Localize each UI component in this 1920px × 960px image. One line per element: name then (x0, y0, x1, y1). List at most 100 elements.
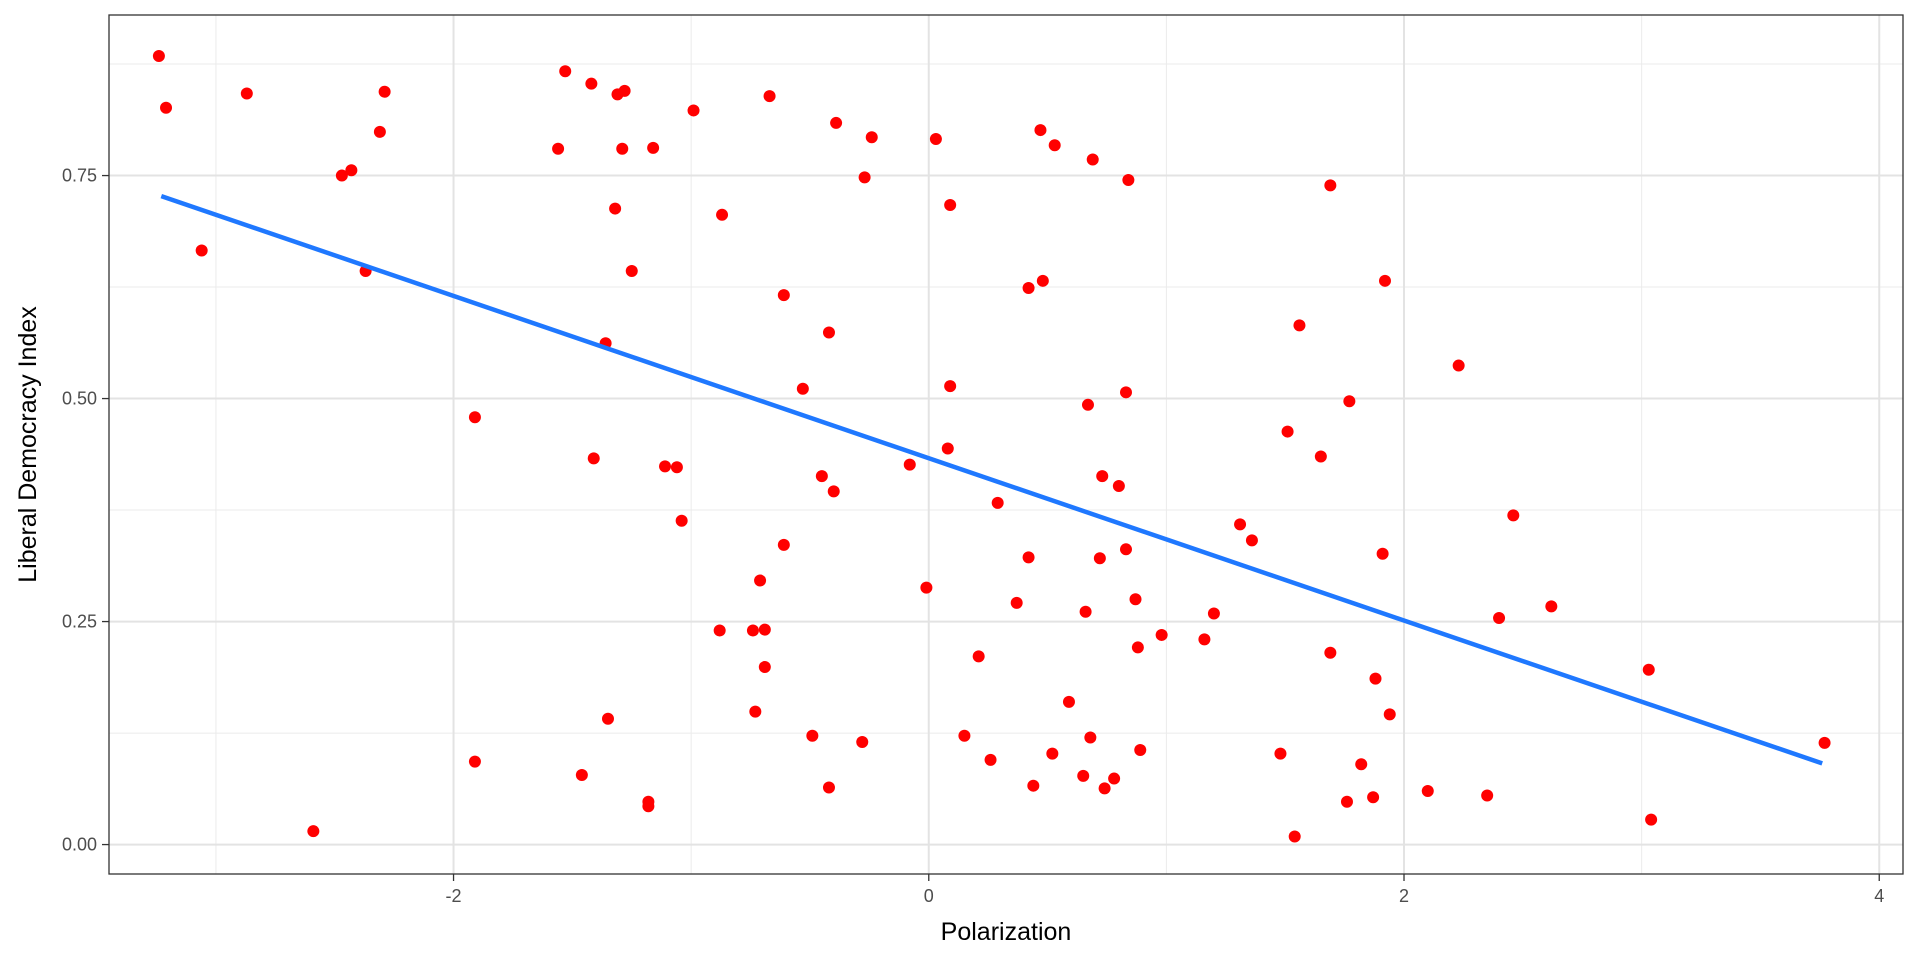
x-axis-title: Polarization (941, 918, 1072, 946)
data-point (1084, 731, 1097, 744)
data-point (1119, 386, 1132, 399)
data-point (1367, 791, 1380, 804)
data-point (195, 244, 208, 257)
data-point (552, 142, 565, 155)
data-point (1134, 744, 1147, 757)
minor-gridlines (109, 15, 1903, 874)
data-point (373, 125, 386, 138)
data-point (858, 171, 871, 184)
data-point (758, 661, 771, 674)
data-point (822, 781, 835, 794)
data-point (1234, 518, 1247, 531)
data-point (609, 202, 622, 215)
data-point (1274, 747, 1287, 760)
data-point (815, 470, 828, 483)
data-point (345, 164, 358, 177)
data-point (670, 461, 683, 474)
data-point (378, 85, 391, 98)
data-point (856, 735, 869, 748)
data-point (1378, 274, 1391, 287)
data-point (1086, 153, 1099, 166)
data-point (1314, 450, 1327, 463)
data-point (777, 538, 790, 551)
data-point (1093, 552, 1106, 565)
data-point (1421, 785, 1434, 798)
data-point (1507, 509, 1520, 522)
data-point (1383, 708, 1396, 721)
data-point (991, 496, 1004, 509)
y-tick-label: 0.75 (62, 166, 97, 186)
data-point (822, 326, 835, 339)
data-point (1376, 547, 1389, 560)
plot-panel (109, 15, 1903, 874)
data-point (763, 90, 776, 103)
data-point (1081, 398, 1094, 411)
data-point (1098, 782, 1111, 795)
data-point (675, 514, 688, 527)
data-point (152, 50, 165, 63)
data-point (1122, 174, 1135, 187)
y-tick-label: 0.50 (62, 389, 97, 409)
data-point (827, 485, 840, 498)
data-point (796, 382, 809, 395)
data-point (758, 623, 771, 636)
data-point (830, 116, 843, 129)
data-point (713, 624, 726, 637)
data-point (616, 142, 629, 155)
data-point (1281, 425, 1294, 438)
data-point (1645, 813, 1658, 826)
y-tick-label: 0.00 (62, 835, 97, 855)
data-point (1036, 274, 1049, 287)
data-point (335, 169, 348, 182)
data-point (1027, 779, 1040, 792)
data-point (587, 452, 600, 465)
data-point (1112, 479, 1125, 492)
y-tick-label: 0.25 (62, 612, 97, 632)
data-point (1010, 596, 1023, 609)
regression-fit-line (160, 193, 1823, 766)
data-point (958, 729, 971, 742)
data-point (618, 84, 631, 97)
data-point (1369, 672, 1382, 685)
data-point (1642, 663, 1655, 676)
data-point (865, 131, 878, 144)
data-point (749, 705, 762, 718)
data-point (944, 380, 957, 393)
data-point (1079, 605, 1092, 618)
data-point (716, 208, 729, 221)
plot-panel-border (108, 14, 1904, 875)
data-point (1293, 319, 1306, 332)
data-point (659, 460, 672, 473)
data-point (1077, 769, 1090, 782)
data-point (941, 442, 954, 455)
data-point (1022, 551, 1035, 564)
x-tick-label: 0 (924, 886, 934, 906)
data-point (687, 104, 700, 117)
data-point (575, 768, 588, 781)
data-point (806, 729, 819, 742)
data-point (307, 825, 320, 838)
x-tick-label: 2 (1399, 886, 1409, 906)
data-point (1324, 646, 1337, 659)
x-tick-label: 4 (1874, 886, 1884, 906)
data-point (468, 755, 481, 768)
data-point (746, 624, 759, 637)
data-point (625, 265, 638, 278)
data-point (1034, 124, 1047, 137)
data-point (1048, 139, 1061, 152)
data-point (1198, 633, 1211, 646)
data-point (1062, 695, 1075, 708)
data-point (1108, 772, 1121, 785)
data-point (642, 800, 655, 813)
data-point (468, 411, 481, 424)
x-tick-label: -2 (446, 886, 462, 906)
data-point (1481, 789, 1494, 802)
data-point (929, 132, 942, 145)
major-gridlines (109, 15, 1903, 874)
data-point (1324, 179, 1337, 192)
data-point (160, 101, 173, 114)
data-point (601, 712, 614, 725)
data-point (1245, 534, 1258, 547)
y-axis: 0.00 0.25 0.50 0.75 (62, 166, 109, 855)
